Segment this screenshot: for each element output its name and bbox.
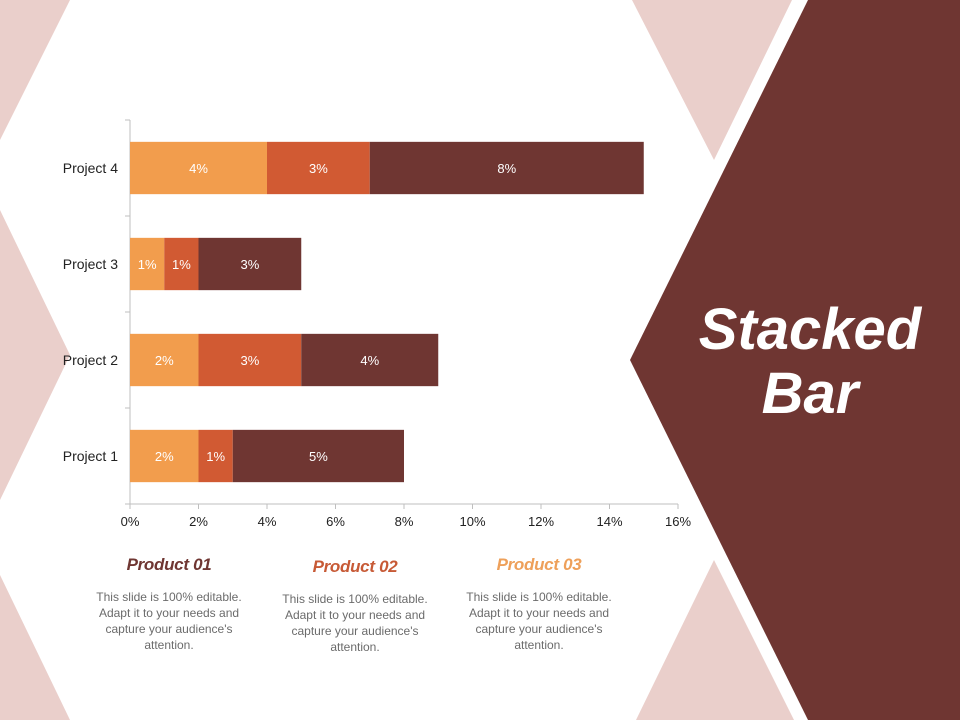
bar-segment <box>369 141 644 195</box>
bar-segment <box>232 429 404 483</box>
product-02-title: Product 02 <box>312 557 398 576</box>
product-01: Product 01 This slide is 100% editable. … <box>79 555 259 653</box>
product-02: Product 02 This slide is 100% editable. … <box>265 557 445 655</box>
data-label: 3% <box>309 161 328 176</box>
bar-segment <box>198 429 233 483</box>
product-03-title: Product 03 <box>496 555 582 574</box>
bar-segment <box>130 237 165 291</box>
y-tick-label: Project 3 <box>63 256 118 272</box>
bar-segment <box>198 237 302 291</box>
top-left-triangle <box>0 0 70 140</box>
x-tick-label: 12% <box>528 514 554 529</box>
product-01-description: This slide is 100% editable. Adapt it to… <box>96 590 242 652</box>
title-line-1: Stacked <box>698 297 922 362</box>
x-tick-label: 2% <box>189 514 208 529</box>
title-panel <box>630 0 960 720</box>
y-tick-label: Project 4 <box>63 160 118 176</box>
bottom-left-triangle <box>0 575 70 720</box>
data-label: 3% <box>240 353 259 368</box>
x-tick-label: 4% <box>258 514 277 529</box>
bar-segment <box>301 333 439 387</box>
x-tick-label: 8% <box>395 514 414 529</box>
title-line-2: Bar <box>761 361 859 426</box>
data-label: 2% <box>155 353 174 368</box>
data-label: 3% <box>240 257 259 272</box>
product-02-description: This slide is 100% editable. Adapt it to… <box>282 592 428 654</box>
x-tick-label: 14% <box>596 514 622 529</box>
top-center-triangle <box>632 0 792 160</box>
data-label: 8% <box>497 161 516 176</box>
data-label: 4% <box>189 161 208 176</box>
product-03-description: This slide is 100% editable. Adapt it to… <box>466 590 612 652</box>
bottom-center-triangle <box>636 560 794 720</box>
product-03: Product 03 This slide is 100% editable. … <box>449 555 629 653</box>
data-label: 1% <box>172 257 191 272</box>
bar-segment <box>130 429 199 483</box>
bar-segment <box>130 333 199 387</box>
product-01-title: Product 01 <box>126 555 212 574</box>
data-label: 4% <box>360 353 379 368</box>
data-label: 2% <box>155 449 174 464</box>
bar-segment <box>130 141 267 195</box>
x-tick-label: 6% <box>326 514 345 529</box>
bar-segment <box>267 141 370 195</box>
x-tick-label: 16% <box>665 514 691 529</box>
data-label: 1% <box>206 449 225 464</box>
bar-segment <box>164 237 199 291</box>
x-tick-label: 10% <box>459 514 485 529</box>
y-tick-label: Project 1 <box>63 448 118 464</box>
data-label: 1% <box>138 257 157 272</box>
x-tick-label: 0% <box>121 514 140 529</box>
y-tick-label: Project 2 <box>63 352 118 368</box>
left-triangle <box>0 210 70 500</box>
data-label: 5% <box>309 449 328 464</box>
slide-title: Stacked Bar <box>660 298 960 426</box>
bar-segment <box>198 333 302 387</box>
